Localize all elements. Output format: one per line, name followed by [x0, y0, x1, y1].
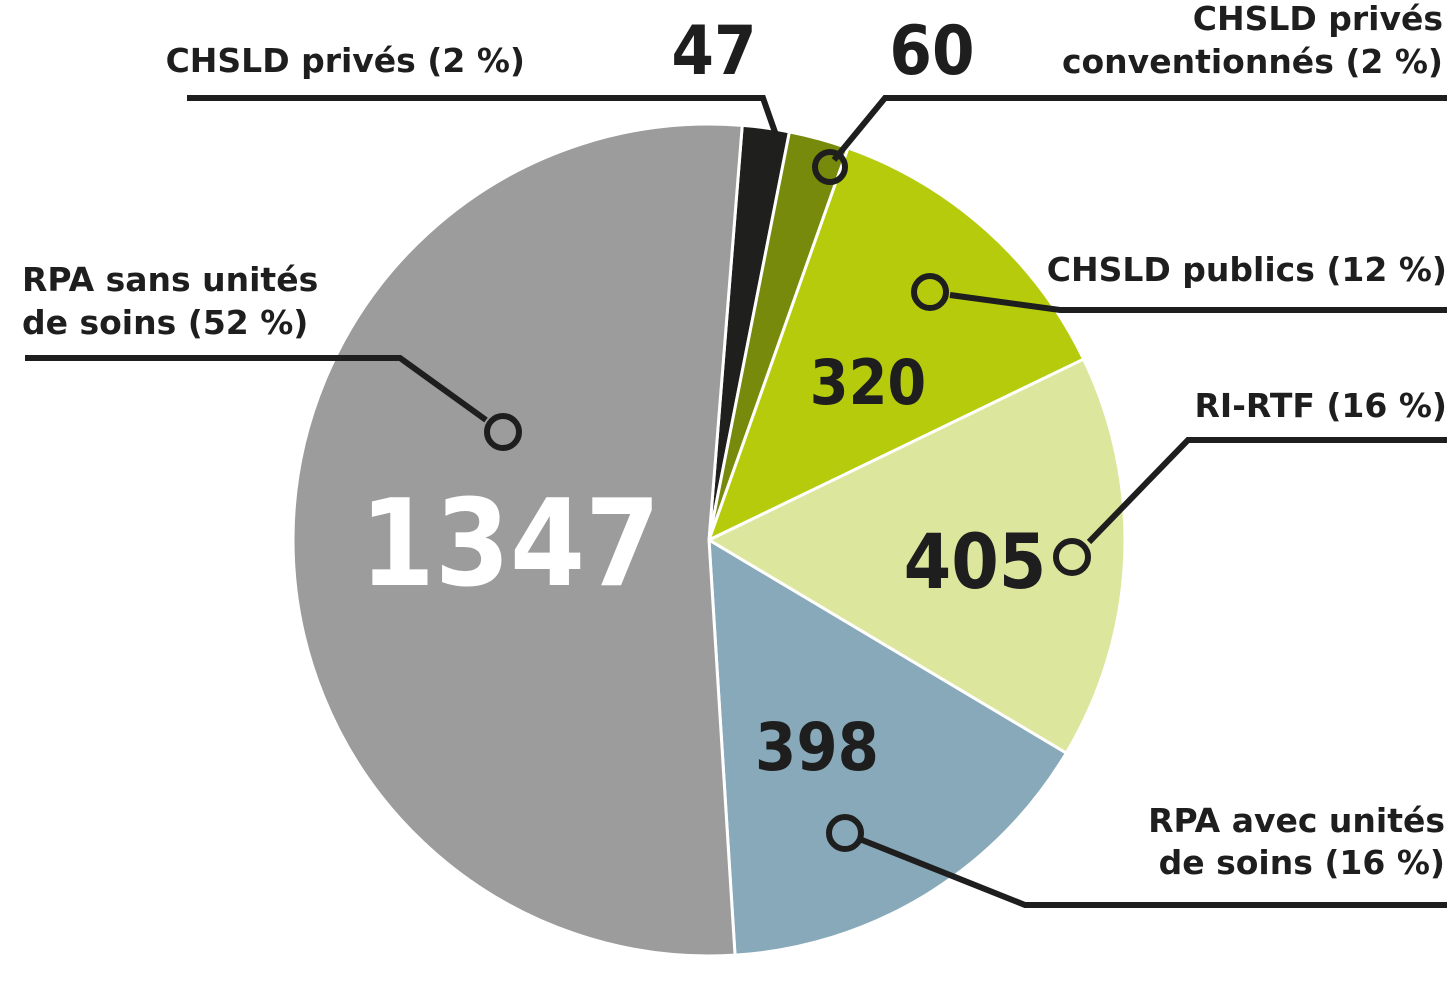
value-rpa-sans: 1347 [360, 475, 660, 614]
dot-rpa-sans [484, 413, 522, 451]
leader-chsld-publics [949, 292, 1447, 313]
value-rpa-avec: 398 [755, 709, 879, 786]
leader-chsld-conventionnes [831, 95, 1447, 162]
leader-rpa-avec [860, 837, 1447, 908]
label-chsld-conventionnes-line1: CHSLD privés [1193, 0, 1443, 38]
label-rpa-sans-line2: de soins (52 %) [22, 303, 308, 342]
pie-slices [291, 122, 1127, 958]
dot-ri-rtf [1053, 538, 1091, 576]
value-chsld-conventionnes: 60 [889, 12, 974, 91]
label-rpa-avec-line2: de soins (16 %) [1159, 843, 1445, 882]
label-ri-rtf: RI-RTF (16 %) [1195, 386, 1448, 425]
value-chsld-publics: 320 [810, 346, 926, 419]
dot-chsld-publics [911, 273, 949, 311]
slice-chsld-publics [706, 146, 1086, 543]
dot-rpa-avec [826, 814, 864, 852]
leader-rpa-sans [25, 355, 488, 423]
label-chsld-conventionnes-line2: conventionnés (2 %) [1062, 42, 1443, 81]
leader-ri-rtf [1086, 437, 1447, 545]
value-chsld-prives: 47 [671, 12, 756, 91]
slice-rpa-avec [707, 537, 1069, 957]
leader-chsld-prives [187, 95, 779, 136]
label-rpa-avec-line1: RPA avec unités [1148, 801, 1445, 840]
slice-rpa-sans [291, 122, 744, 958]
dot-chsld-conventionnes [812, 149, 848, 185]
label-rpa-sans-line1: RPA sans unités [22, 260, 318, 299]
label-chsld-prives: CHSLD privés (2 %) [166, 41, 525, 80]
slice-ri-rtf [705, 357, 1127, 756]
label-chsld-publics: CHSLD publics (12 %) [1047, 250, 1447, 289]
value-ri-rtf: 405 [904, 517, 1047, 606]
